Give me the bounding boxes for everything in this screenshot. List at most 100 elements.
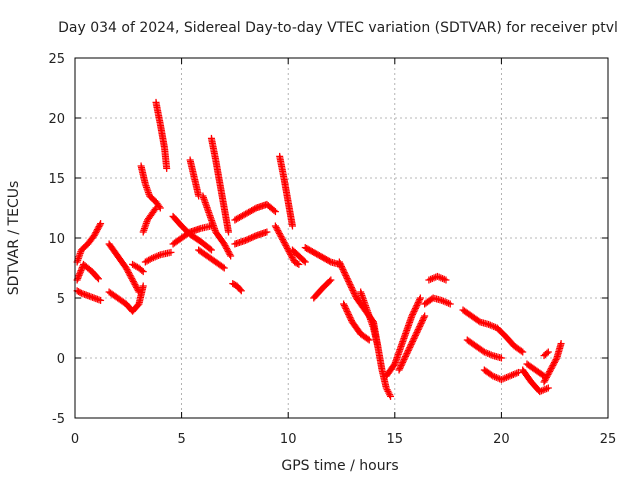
data-point-marker bbox=[351, 291, 359, 299]
data-point-marker bbox=[76, 288, 84, 296]
series-b bbox=[73, 287, 105, 304]
data-point-marker bbox=[130, 279, 138, 287]
data-point-marker bbox=[414, 300, 422, 308]
data-point-marker bbox=[414, 326, 422, 333]
data-point-marker bbox=[406, 344, 414, 351]
series-a bbox=[73, 220, 105, 266]
data-point-marker bbox=[415, 324, 423, 332]
x-tick-label: 20 bbox=[493, 432, 510, 447]
data-point-marker bbox=[139, 282, 147, 290]
series-m bbox=[186, 156, 203, 200]
data-point-marker bbox=[139, 268, 147, 276]
data-point-marker bbox=[123, 266, 131, 273]
data-point-marker bbox=[514, 368, 522, 376]
series-g bbox=[137, 162, 164, 212]
data-point-marker bbox=[220, 264, 228, 272]
data-point-marker bbox=[226, 251, 234, 258]
data-point-marker bbox=[446, 300, 454, 308]
data-point-marker bbox=[552, 356, 560, 363]
series-v bbox=[288, 246, 309, 266]
data-point-marker bbox=[397, 362, 405, 369]
y-tick-label: 5 bbox=[57, 292, 65, 307]
data-point-marker bbox=[301, 258, 309, 266]
data-point-marker bbox=[222, 243, 230, 251]
data-point-marker bbox=[340, 302, 348, 309]
data-point-marker bbox=[395, 366, 403, 374]
data-point-marker bbox=[410, 308, 418, 315]
data-point-marker bbox=[348, 285, 356, 293]
data-point-marker bbox=[287, 252, 295, 260]
data-point-marker bbox=[413, 302, 421, 309]
series-ad bbox=[395, 312, 429, 374]
data-point-marker bbox=[342, 306, 350, 314]
series-s bbox=[231, 228, 271, 248]
data-point-marker bbox=[417, 320, 425, 327]
data-point-marker bbox=[337, 261, 345, 269]
data-point-marker bbox=[548, 363, 556, 371]
data-point-marker bbox=[411, 305, 419, 312]
data-point-marker bbox=[416, 321, 424, 329]
data-point-marker bbox=[405, 345, 413, 353]
data-point-marker bbox=[403, 350, 411, 357]
data-point-marker bbox=[293, 260, 301, 268]
data-point-marker bbox=[401, 354, 409, 362]
data-point-marker bbox=[547, 365, 555, 372]
data-point-marker bbox=[497, 354, 505, 362]
data-point-marker bbox=[271, 208, 279, 216]
data-point-marker bbox=[327, 276, 335, 284]
data-point-marker bbox=[398, 360, 406, 368]
data-point-marker bbox=[557, 340, 565, 348]
data-point-marker bbox=[365, 336, 373, 344]
data-point-marker bbox=[413, 329, 421, 336]
data-point-marker bbox=[131, 281, 139, 288]
data-point-marker bbox=[347, 284, 355, 291]
data-point-marker bbox=[93, 226, 101, 234]
series-n bbox=[207, 134, 233, 236]
y-axis-label: SDTVAR / TECUs bbox=[6, 181, 22, 296]
data-point-marker bbox=[93, 227, 101, 235]
data-point-marker bbox=[287, 251, 295, 258]
data-point-marker bbox=[325, 257, 333, 265]
y-tick-label: 25 bbox=[48, 52, 65, 67]
data-point-marker bbox=[411, 333, 419, 341]
data-point-marker bbox=[272, 224, 280, 231]
data-point-marker bbox=[442, 276, 450, 284]
y-tick-label: -5 bbox=[52, 412, 65, 427]
data-point-marker bbox=[544, 384, 552, 392]
data-point-marker bbox=[399, 359, 407, 366]
data-point-marker bbox=[225, 228, 233, 236]
data-point-marker bbox=[340, 269, 348, 276]
data-point-marker bbox=[289, 255, 297, 263]
data-point-marker bbox=[543, 349, 551, 357]
data-point-marker bbox=[346, 281, 354, 288]
data-point-marker bbox=[151, 206, 159, 213]
data-point-marker bbox=[410, 335, 418, 342]
series-aj bbox=[480, 366, 522, 384]
data-point-marker bbox=[421, 312, 429, 320]
data-point-marker bbox=[270, 206, 278, 214]
data-point-marker bbox=[92, 229, 100, 237]
data-point-marker bbox=[125, 270, 133, 278]
data-point-marker bbox=[541, 377, 549, 384]
series-k bbox=[169, 212, 215, 254]
data-point-marker bbox=[335, 258, 343, 266]
data-point-marker bbox=[550, 359, 558, 366]
data-point-marker bbox=[288, 222, 296, 230]
data-point-marker bbox=[406, 342, 414, 350]
series-t bbox=[276, 152, 296, 230]
data-point-marker bbox=[138, 266, 146, 274]
data-point-marker bbox=[399, 357, 407, 365]
y-tick-label: 0 bbox=[57, 352, 65, 367]
data-point-marker bbox=[416, 323, 424, 330]
data-point-marker bbox=[275, 228, 283, 236]
series-d bbox=[105, 240, 143, 296]
data-point-marker bbox=[551, 357, 559, 365]
data-point-marker bbox=[336, 260, 344, 267]
data-point-marker bbox=[344, 309, 352, 317]
data-point-marker bbox=[542, 374, 550, 381]
data-point-marker bbox=[278, 234, 286, 242]
data-point-marker bbox=[387, 392, 395, 400]
data-point-marker bbox=[347, 282, 355, 290]
grid bbox=[75, 58, 608, 418]
